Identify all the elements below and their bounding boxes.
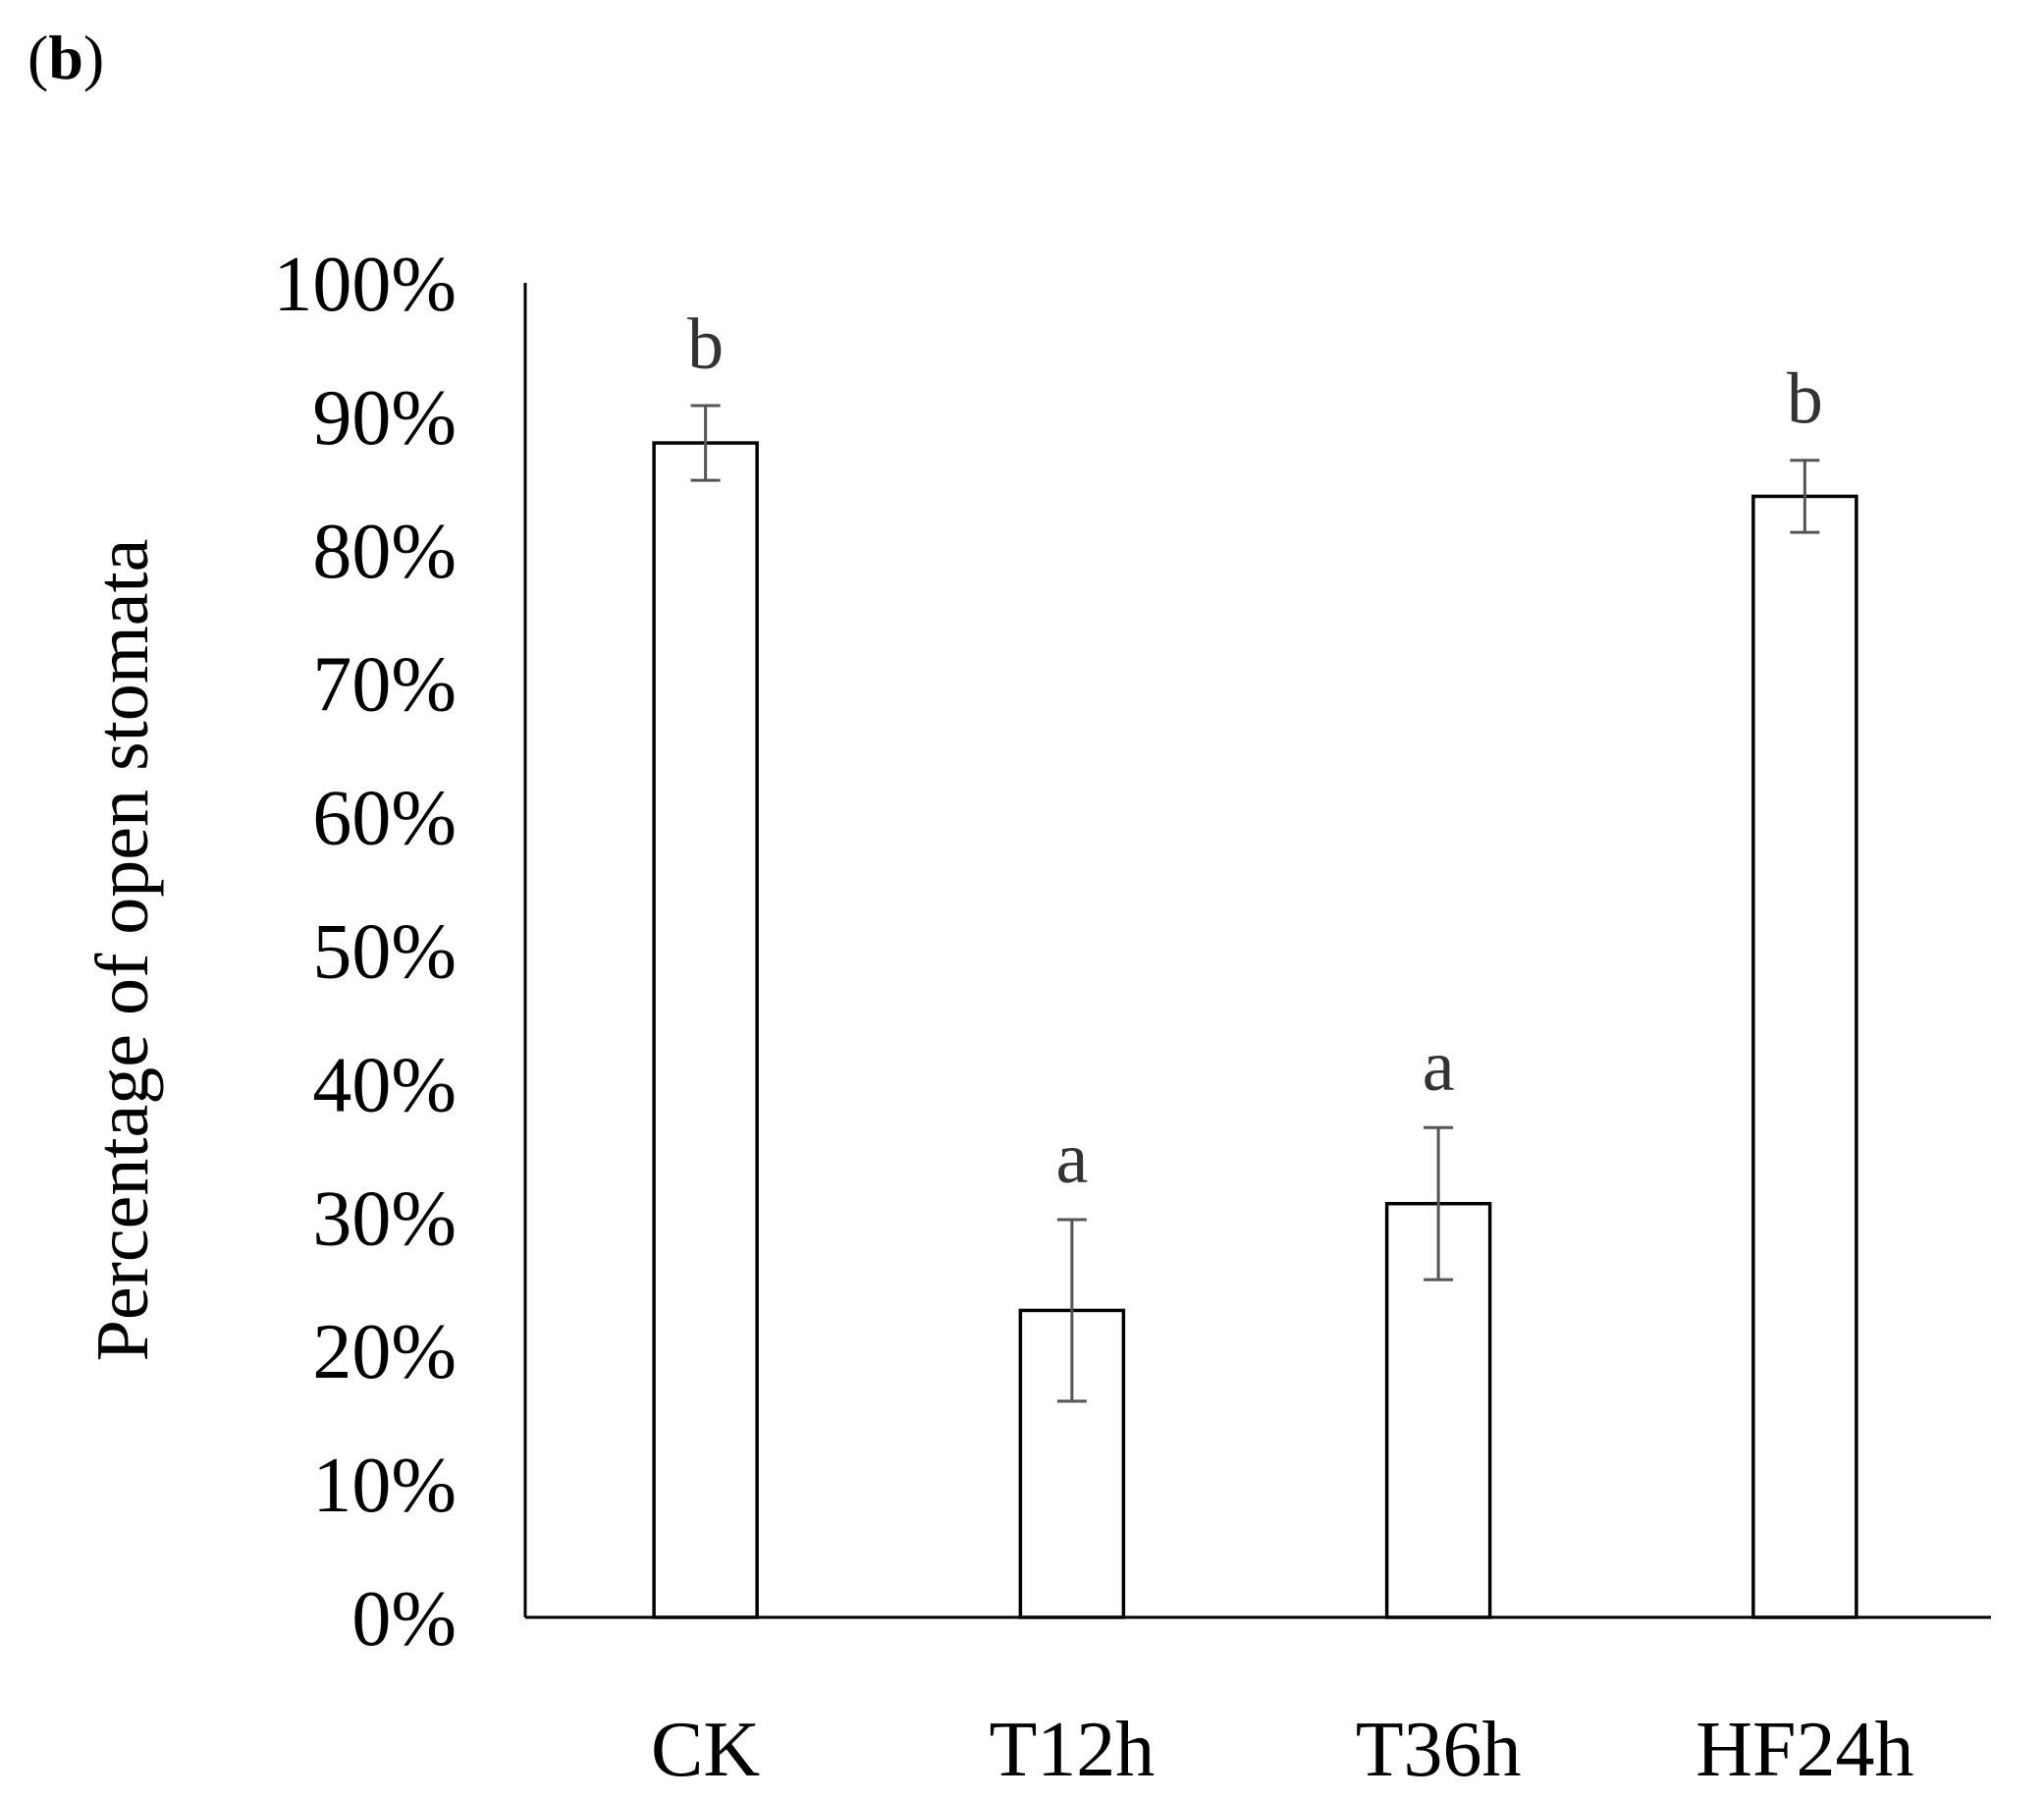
error-bars [690, 404, 1820, 1403]
significance-label: b [687, 304, 724, 385]
y-tick-label: 20% [312, 1309, 457, 1395]
panel-label-close: ) [82, 23, 105, 92]
y-tick-label: 60% [312, 776, 457, 862]
y-tick-label: 100% [273, 242, 457, 328]
error-bar [1424, 1125, 1454, 1282]
significance-labels: b a a b [687, 304, 1823, 1199]
panel-label-letter: b [48, 23, 83, 92]
bar [1751, 494, 1858, 1619]
y-tick-label: 10% [312, 1443, 457, 1529]
y-tick-label: 70% [312, 642, 457, 729]
x-category-label: HF24h [1695, 1707, 1913, 1793]
error-bar [690, 404, 721, 482]
x-axis-categories: CK T12h T36h HF24h [651, 1707, 1913, 1793]
y-axis-ticks: 0% 10% 20% 30% 40% 50% 60% 70% 80% 90% 100% [273, 242, 457, 1663]
significance-label: a [1423, 1026, 1455, 1107]
y-tick-label: 30% [312, 1175, 457, 1262]
y-tick-label: 50% [312, 909, 457, 996]
bars [652, 441, 1858, 1619]
y-tick-label: 80% [312, 509, 457, 595]
significance-label: b [1787, 359, 1823, 440]
y-tick-label: 0% [351, 1576, 457, 1663]
error-bar [1056, 1218, 1087, 1403]
y-tick-label: 90% [312, 375, 457, 462]
error-bar [1790, 459, 1820, 534]
y-axis-label: Percentage of open stomata [81, 539, 164, 1362]
significance-label: a [1055, 1118, 1088, 1199]
panel-label-open: ( [27, 23, 49, 92]
panel-label: (b) [27, 22, 104, 94]
x-category-label: CK [651, 1707, 760, 1793]
x-category-label: T12h [989, 1707, 1155, 1793]
x-category-label: T36h [1356, 1707, 1522, 1793]
bar [652, 441, 759, 1619]
y-tick-label: 40% [312, 1042, 457, 1128]
